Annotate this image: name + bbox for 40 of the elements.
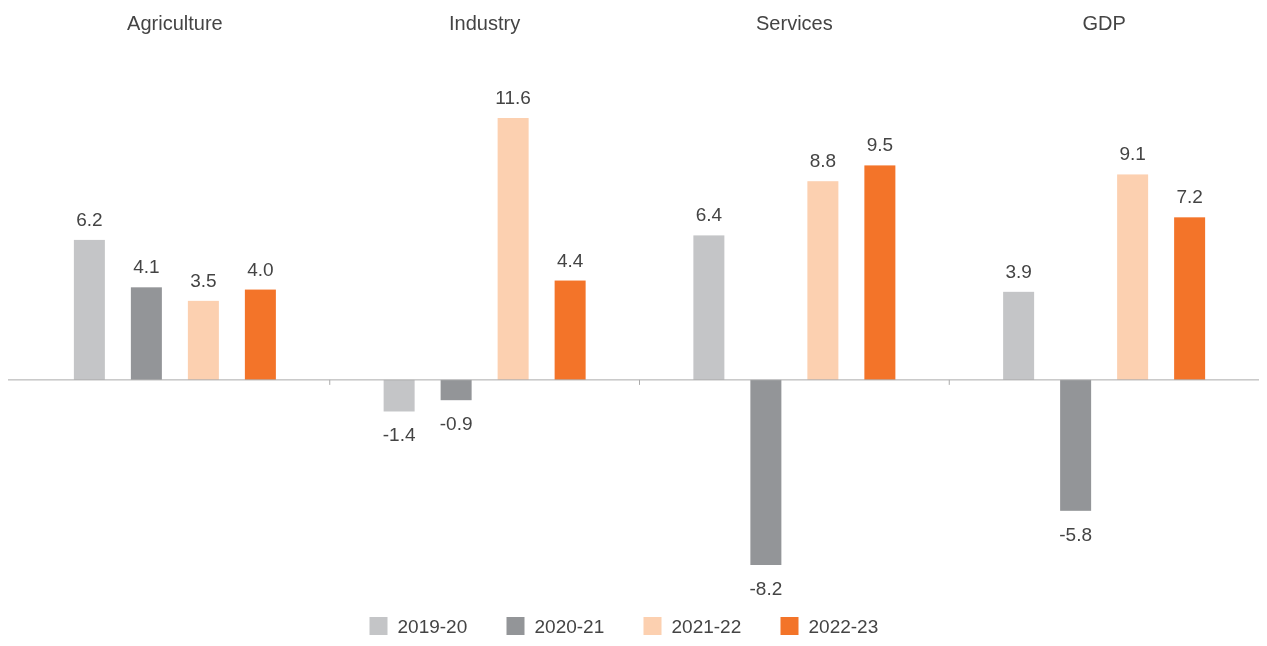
bar (750, 379, 782, 565)
bar (693, 235, 725, 380)
bar (187, 300, 219, 380)
data-label: -5.8 (1059, 523, 1092, 545)
x-tick-label: Agriculture (127, 12, 223, 34)
data-label: 3.9 (1005, 260, 1032, 282)
bar (383, 379, 415, 412)
data-label: 4.0 (247, 258, 274, 280)
data-label: -1.4 (382, 424, 416, 446)
bar (244, 289, 276, 380)
bar (554, 280, 586, 380)
data-label: 8.8 (809, 150, 837, 172)
legend-label: 2019-20 (397, 616, 468, 637)
bar (73, 239, 105, 380)
legend-label: 2021-22 (671, 616, 742, 637)
x-tick-label: GDP (1082, 12, 1126, 34)
data-label: 9.5 (866, 134, 894, 156)
bar (807, 181, 839, 380)
bar (440, 379, 472, 401)
data-label: 4.1 (133, 256, 160, 278)
data-label: 4.4 (556, 249, 584, 271)
legend-label: 2020-21 (534, 616, 605, 637)
data-label: 9.1 (1119, 143, 1146, 165)
bar (1117, 174, 1149, 380)
bar (497, 118, 529, 380)
bar (864, 165, 896, 380)
x-tick-label: Services (756, 12, 833, 34)
bar (130, 287, 162, 380)
data-label: -0.9 (439, 413, 473, 435)
data-label: 11.6 (495, 87, 531, 108)
data-label: 6.4 (695, 204, 723, 226)
data-label: -8.2 (749, 578, 783, 599)
data-label: 7.2 (1176, 186, 1203, 208)
data-label: 3.5 (190, 269, 217, 291)
bar (1003, 291, 1035, 380)
legend-label: 2022-23 (808, 616, 879, 637)
bar (1174, 217, 1206, 380)
x-tick-label: Industry (449, 12, 521, 34)
bar (1060, 379, 1092, 511)
data-label: 6.2 (76, 208, 103, 230)
